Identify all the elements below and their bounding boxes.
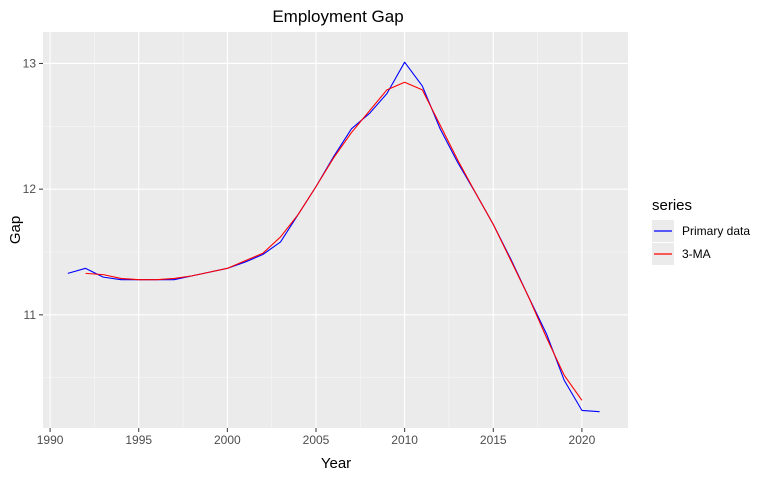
x-axis-title: Year: [321, 455, 351, 472]
y-tick-label: 12: [23, 182, 37, 196]
y-tick-label: 11: [24, 308, 37, 322]
x-tick-label: 2005: [303, 433, 330, 447]
x-axis: 1990 1995 2000 2005 2010 2015 2020: [37, 428, 596, 447]
x-tick-label: 1990: [37, 433, 64, 447]
y-tick-label: 13: [23, 56, 37, 70]
minor-gridlines: [43, 32, 628, 428]
x-tick-label: 2010: [391, 433, 418, 447]
y-axis: 11 12 13: [23, 56, 43, 322]
x-tick-label: 2000: [214, 433, 241, 447]
x-tick-label: 1995: [125, 433, 152, 447]
plot-panel: [43, 32, 628, 428]
y-axis-title: Gap: [7, 216, 24, 244]
series-layer: [67, 61, 600, 413]
chart-title: Employment Gap: [272, 7, 403, 26]
legend-label-3-ma: 3-MA: [682, 247, 711, 261]
x-tick-label: 2020: [569, 433, 596, 447]
legend-label-primary-data: Primary data: [682, 224, 750, 238]
legend: series Primary data 3-MA: [652, 197, 750, 265]
x-tick-label: 2015: [480, 433, 507, 447]
legend-title: series: [652, 197, 692, 214]
major-gridlines: [43, 32, 628, 428]
series-line-3-ma: [85, 81, 583, 401]
